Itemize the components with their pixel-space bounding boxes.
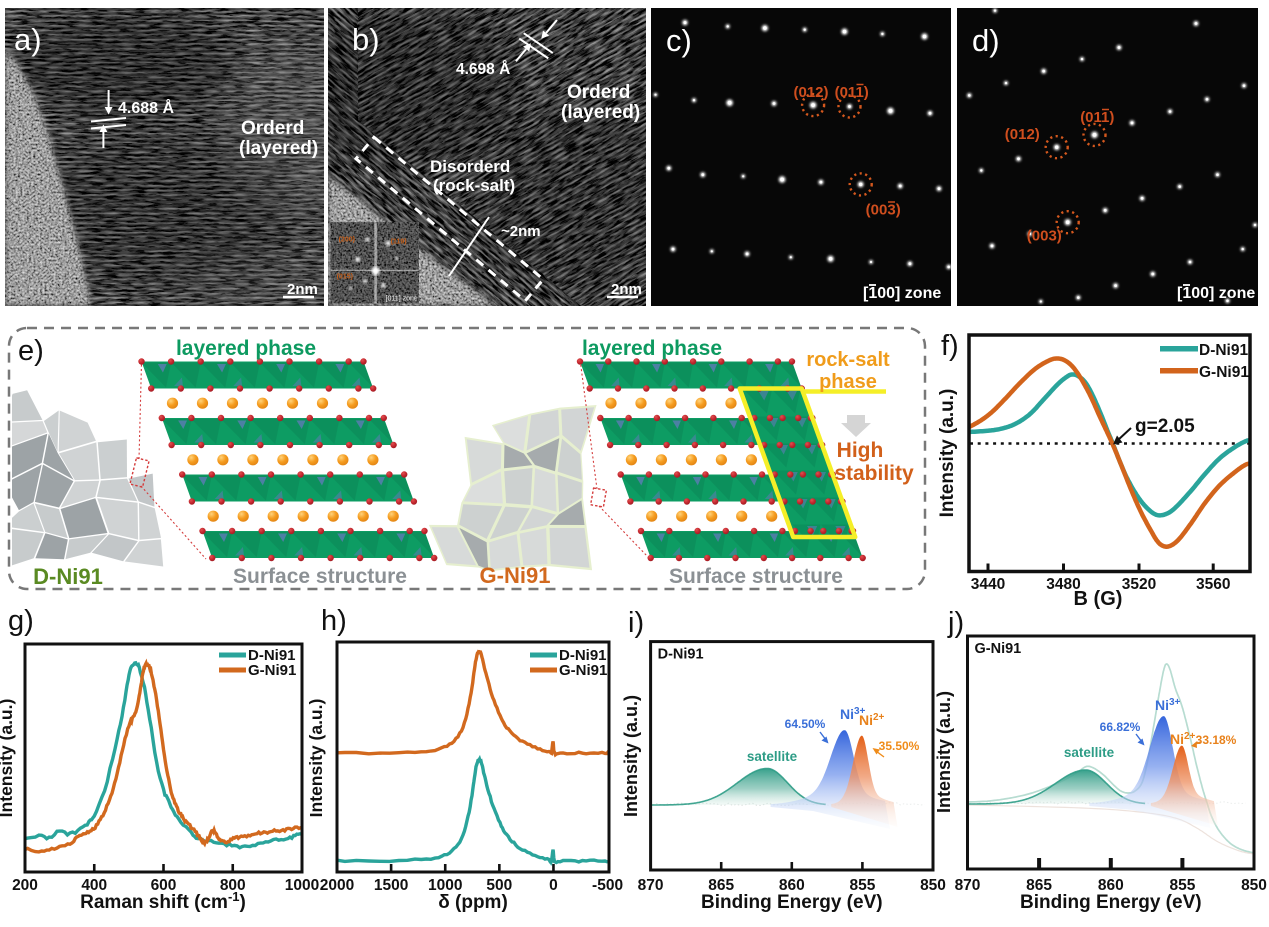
- svg-text:i): i): [628, 607, 644, 639]
- svg-text:(119): (119): [391, 238, 407, 245]
- svg-text:850: 850: [920, 877, 946, 894]
- svg-text:D-Ni91: D-Ni91: [1199, 342, 1248, 359]
- svg-text:layered phase: layered phase: [582, 337, 722, 360]
- svg-text:f): f): [941, 330, 959, 362]
- svg-text:δ (ppm): δ (ppm): [438, 892, 508, 913]
- svg-text:200: 200: [12, 877, 38, 894]
- svg-text:35.50%: 35.50%: [879, 739, 920, 753]
- svg-text:3560: 3560: [1196, 576, 1230, 593]
- svg-text:64.50%: 64.50%: [785, 717, 826, 731]
- svg-text:860: 860: [1098, 877, 1124, 894]
- svg-text:Raman shift (cm-1): Raman shift (cm-1): [80, 889, 246, 913]
- svg-text:D-Ni91: D-Ni91: [248, 647, 296, 664]
- svg-text:Orderd: Orderd: [567, 82, 630, 103]
- svg-text:D-Ni91: D-Ni91: [559, 647, 607, 664]
- svg-text:865: 865: [1026, 877, 1052, 894]
- svg-text:Intensity (a.u.): Intensity (a.u.): [937, 389, 958, 518]
- svg-text:h): h): [321, 605, 347, 637]
- svg-text:(011): (011): [835, 84, 869, 101]
- svg-text:865: 865: [708, 877, 734, 894]
- svg-text:860: 860: [779, 877, 805, 894]
- svg-text:G-Ni91: G-Ni91: [975, 641, 1022, 657]
- svg-text:D-Ni91: D-Ni91: [33, 564, 103, 589]
- svg-text:stability: stability: [834, 462, 914, 485]
- svg-text:1000: 1000: [428, 877, 462, 894]
- svg-text:3520: 3520: [1122, 576, 1156, 593]
- svg-text:Binding Energy (eV): Binding Energy (eV): [701, 892, 883, 913]
- svg-text:G-Ni91: G-Ni91: [480, 563, 551, 588]
- svg-text:G-Ni91: G-Ni91: [559, 662, 607, 679]
- svg-text:1500: 1500: [374, 877, 408, 894]
- svg-text:2nm: 2nm: [287, 281, 318, 298]
- svg-text:33.18%: 33.18%: [1196, 733, 1237, 747]
- svg-text:j): j): [947, 607, 964, 639]
- svg-text:High: High: [837, 439, 884, 462]
- svg-text:-500: -500: [592, 877, 623, 894]
- svg-text:g): g): [8, 605, 34, 637]
- svg-text:(layered): (layered): [561, 102, 640, 123]
- svg-text:Surface structure: Surface structure: [233, 565, 407, 588]
- svg-text:(012): (012): [1005, 126, 1040, 143]
- svg-text:Ni2+: Ni2+: [859, 712, 885, 728]
- svg-text:400: 400: [81, 877, 107, 894]
- svg-text:600: 600: [151, 877, 177, 894]
- svg-text:Binding Energy (eV): Binding Energy (eV): [1020, 892, 1202, 913]
- svg-text:(layered): (layered): [239, 138, 318, 159]
- svg-text:(011): (011): [1080, 109, 1114, 126]
- svg-text:500: 500: [486, 877, 512, 894]
- svg-text:850: 850: [1241, 877, 1267, 894]
- svg-text:2000: 2000: [320, 877, 354, 894]
- svg-text:satellite: satellite: [747, 749, 798, 764]
- svg-text:870: 870: [955, 877, 981, 894]
- svg-text:66.82%: 66.82%: [1100, 720, 1141, 734]
- svg-text:d): d): [972, 23, 1000, 58]
- svg-text:3480: 3480: [1046, 576, 1080, 593]
- svg-text:Intensity (a.u.): Intensity (a.u.): [0, 699, 16, 818]
- svg-text:Surface structure: Surface structure: [669, 565, 843, 588]
- svg-text:1000: 1000: [285, 877, 319, 894]
- svg-text:855: 855: [849, 877, 875, 894]
- svg-text:D-Ni91: D-Ni91: [658, 647, 704, 663]
- svg-text:a): a): [14, 22, 42, 57]
- svg-text:g=2.05: g=2.05: [1135, 416, 1195, 437]
- svg-text:Intensity (a.u.): Intensity (a.u.): [935, 691, 954, 813]
- svg-text:[100] zone: [100] zone: [1177, 285, 1255, 302]
- svg-text:800: 800: [220, 877, 246, 894]
- svg-text:4.688 Å: 4.688 Å: [118, 98, 174, 117]
- svg-text:Disorderd: Disorderd: [430, 157, 510, 176]
- svg-text:(003): (003): [1027, 228, 1062, 245]
- svg-text:0: 0: [549, 877, 558, 894]
- svg-text:(015): (015): [337, 273, 353, 280]
- svg-text:~2nm: ~2nm: [501, 223, 541, 240]
- svg-text:Ni3+: Ni3+: [1155, 697, 1181, 713]
- svg-text:Orderd: Orderd: [241, 118, 304, 139]
- svg-text:G-Ni91: G-Ni91: [248, 662, 296, 679]
- svg-text:3440: 3440: [971, 576, 1005, 593]
- svg-text:(rock-salt): (rock-salt): [433, 176, 515, 195]
- svg-text:b): b): [352, 22, 380, 57]
- svg-text:(012): (012): [793, 84, 828, 101]
- svg-text:855: 855: [1169, 877, 1195, 894]
- svg-text:layered phase: layered phase: [176, 337, 316, 360]
- svg-text:Intensity (a.u.): Intensity (a.u.): [306, 699, 326, 818]
- svg-text:870: 870: [638, 877, 664, 894]
- svg-text:4.698 Å: 4.698 Å: [456, 61, 510, 78]
- svg-text:[011] zone: [011] zone: [386, 295, 418, 302]
- svg-text:2nm: 2nm: [611, 281, 642, 298]
- svg-text:(003): (003): [866, 202, 901, 219]
- svg-text:e): e): [18, 335, 44, 367]
- svg-text:c): c): [666, 23, 692, 58]
- svg-text:satellite: satellite: [1064, 745, 1115, 760]
- svg-text:B (G): B (G): [1074, 588, 1123, 610]
- svg-text:rock-salt: rock-salt: [806, 349, 890, 371]
- svg-text:phase: phase: [819, 371, 877, 393]
- svg-text:G-Ni91: G-Ni91: [1199, 364, 1249, 381]
- svg-text:(200): (200): [339, 236, 355, 243]
- svg-text:[100] zone: [100] zone: [863, 285, 941, 302]
- svg-text:Intensity (a.u.): Intensity (a.u.): [621, 695, 641, 817]
